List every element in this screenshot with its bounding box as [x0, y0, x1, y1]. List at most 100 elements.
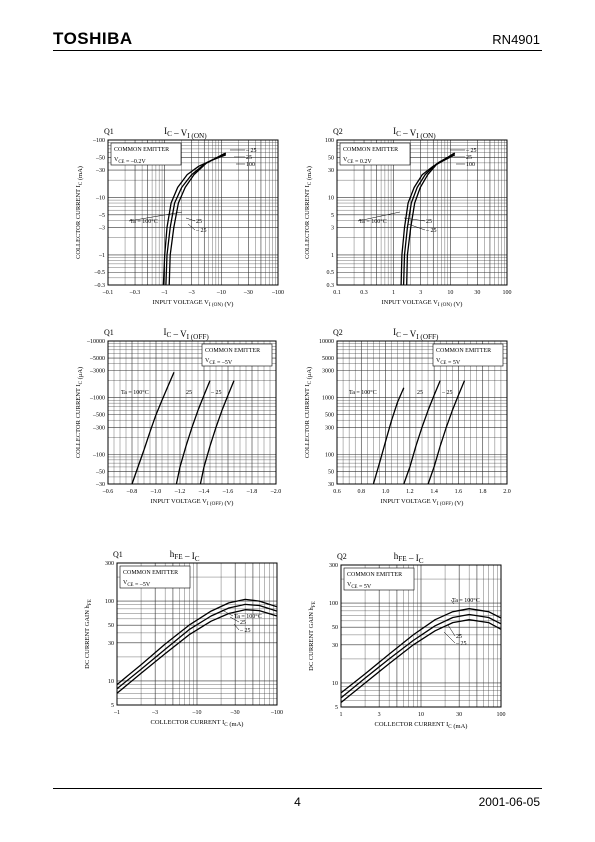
y-tick-label: 3000 [322, 369, 334, 375]
y-tick-label: 500 [325, 413, 334, 419]
series-group [116, 598, 278, 694]
curve-label: 100 [246, 162, 255, 168]
condition-box-frame [110, 142, 182, 166]
y-tick-label: 10 [328, 195, 334, 201]
x-tick-label: 2.0 [503, 489, 511, 495]
y-tick-label: –50 [95, 155, 105, 161]
plot-frame [340, 564, 502, 708]
curve-label: 25 [196, 219, 202, 225]
x-tick-label: –3 [151, 710, 158, 716]
y-axis-label: COLLECTOR CURRENT IC (μA) [304, 367, 313, 458]
x-tick-label: –1.2 [174, 489, 186, 495]
y-tick-label: –3000 [89, 369, 105, 375]
curve-label: 25 [456, 634, 462, 640]
curve-label-leader [221, 609, 234, 617]
x-tick-label: –1 [161, 290, 168, 296]
y-tick-label: 30 [108, 641, 114, 647]
y-tick-label: 10 [108, 679, 114, 685]
series-line-25 [403, 380, 441, 485]
y-tick-label: –0.5 [94, 270, 106, 276]
series-line-–25 [340, 619, 502, 704]
curve-label: 25 [246, 155, 252, 161]
y-tick-label: 0.5 [327, 270, 335, 276]
condition-vce: VCE = –5V [205, 358, 233, 366]
y-tick-label: 5 [331, 213, 334, 219]
curve-label: – 25 [441, 390, 453, 396]
series-line-100 [372, 387, 405, 485]
y-tick-label: 10000 [319, 339, 334, 345]
y-tick-label: 300 [329, 563, 338, 569]
curve-label: – 25 [210, 390, 222, 396]
y-tick-label: –5000 [89, 356, 105, 362]
curve-label: – 25 [239, 628, 251, 634]
page-number: 4 [294, 795, 301, 809]
condition-vce: VCE = 0.2V [343, 157, 372, 165]
footer-rule [53, 788, 542, 789]
plot-frame [336, 340, 508, 485]
x-axis-label: INPUT VOLTAGE VI (OFF) (V) [381, 498, 464, 507]
x-axis-label: INPUT VOLTAGE VI (ON) (V) [153, 299, 234, 308]
plot-frame [107, 139, 279, 286]
condition-box: COMMON EMITTER VCE = 5V [343, 567, 415, 591]
x-tick-label: 1.8 [479, 489, 487, 495]
curve-label: 100 [466, 162, 475, 168]
x-tick-label: –30 [243, 290, 253, 296]
y-axis-label: DC CURRENT GAIN hFE [84, 599, 93, 669]
y-tick-label: –30 [95, 482, 105, 488]
condition-box-frame [119, 565, 191, 589]
x-tick-label: 0.6 [333, 489, 341, 495]
x-tick-label: –100 [270, 710, 283, 716]
y-tick-label: 30 [328, 168, 334, 174]
x-tick-label: 30 [456, 712, 462, 718]
x-tick-label: –1.0 [150, 489, 162, 495]
chart-title: hFE – IC [170, 549, 200, 563]
y-tick-label: 1000 [322, 396, 334, 402]
x-tick-label: –1 [113, 710, 120, 716]
y-tick-label: –5 [98, 213, 105, 219]
x-tick-label: –100 [271, 290, 284, 296]
x-tick-label: –30 [230, 710, 240, 716]
chart-q1-ic-vion: –0.1 –0.3 –1 –3 –10 –30 –100–0.3–0.5–1–3–5–10–… [75, 126, 284, 308]
chart-title: IC – VI (OFF) [163, 327, 209, 341]
condition-vce: VCE = 5V [436, 358, 461, 366]
curve-label-leader [229, 616, 240, 623]
y-tick-label: 5000 [322, 356, 334, 362]
y-tick-label: –100 [92, 138, 105, 144]
curve-label: 25 [417, 390, 423, 396]
y-tick-label: 1 [331, 253, 334, 259]
condition-vce: VCE = 5V [347, 582, 372, 590]
x-tick-label: –1.8 [246, 489, 258, 495]
series-line-25 [340, 613, 502, 699]
chart-q1-ic-voff: –0.6 –0.8 –1.0 –1.2 –1.4 –1.6 –1.8 –2.0 –30 –50 –1… [75, 327, 281, 507]
x-tick-label: 1 [340, 712, 343, 718]
x-tick-label: 1.0 [382, 489, 390, 495]
y-tick-label: –500 [92, 413, 105, 419]
y-tick-label: 50 [328, 469, 334, 475]
y-tick-label: 300 [325, 425, 334, 431]
curve-label: – 25 [465, 148, 477, 154]
y-axis-label: DC CURRENT GAIN hFE [308, 601, 317, 671]
condition-title: COMMON EMITTER [347, 572, 402, 578]
curve-label-leader [447, 624, 456, 637]
x-tick-label: –3 [188, 290, 195, 296]
device-label: Q2 [333, 328, 343, 337]
y-tick-label: –50 [95, 469, 105, 475]
curve-label: 25 [426, 219, 432, 225]
condition-title: COMMON EMITTER [343, 147, 398, 153]
device-label: Q1 [113, 550, 123, 559]
grid [336, 340, 508, 485]
x-tick-label: 100 [497, 712, 506, 718]
chart-title: IC – VI (ON) [393, 126, 436, 140]
x-tick-label: 1.6 [455, 489, 463, 495]
condition-title: COMMON EMITTER [205, 348, 260, 354]
x-tick-label: 3 [419, 290, 422, 296]
curve-label: Ta = 100°C [359, 218, 387, 225]
y-tick-label: 300 [105, 561, 114, 567]
y-tick-label: 5 [111, 703, 114, 709]
condition-box-frame [201, 343, 273, 367]
plot-frame [116, 562, 278, 706]
y-tick-label: 0.3 [327, 283, 335, 289]
plot-frame [107, 340, 277, 485]
